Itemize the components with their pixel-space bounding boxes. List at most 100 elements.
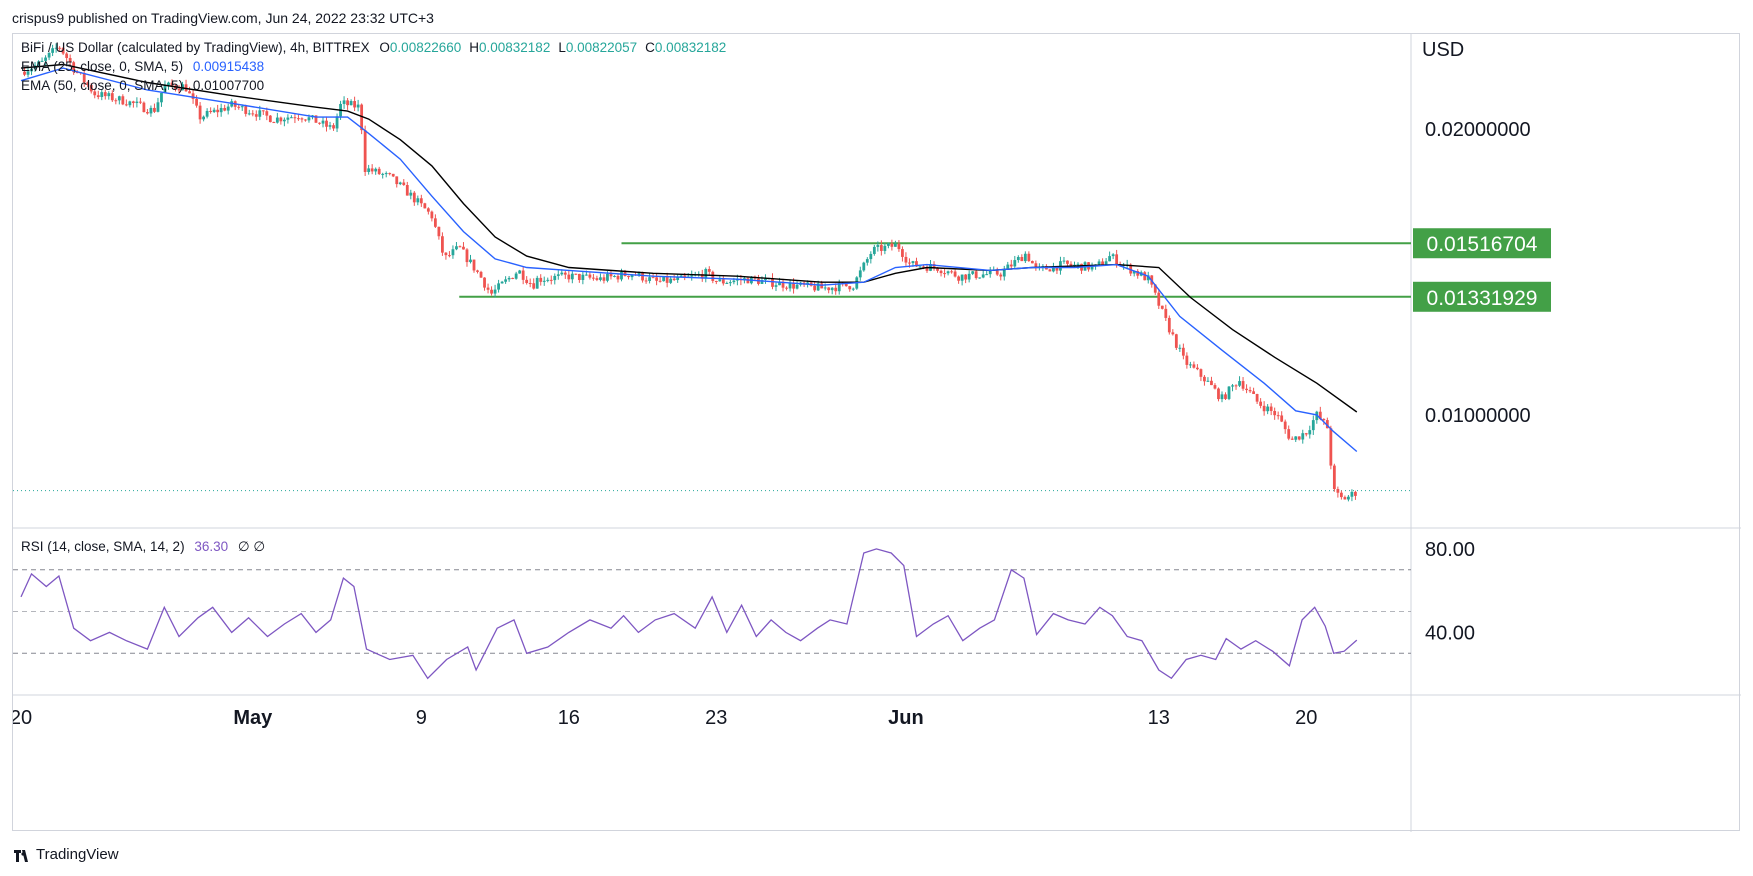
candle-body [1259, 401, 1263, 406]
candle [883, 243, 887, 255]
candle [967, 270, 971, 283]
candle [205, 108, 209, 119]
candle [1304, 432, 1308, 437]
ema50-legend[interactable]: EMA (50, close, 0, SMA, 5) 0.01007700 [21, 78, 264, 93]
candle [616, 274, 620, 283]
candle-body [728, 282, 732, 284]
candle [1167, 315, 1171, 335]
candle-body [915, 261, 918, 267]
candle-body [732, 280, 736, 283]
candle-body [837, 282, 841, 292]
candle [47, 52, 51, 61]
candle-body [167, 82, 170, 85]
candle [1280, 411, 1284, 423]
candle [462, 242, 465, 250]
candle [886, 242, 890, 249]
candle-body [300, 118, 304, 120]
candle-body [785, 287, 788, 289]
candle-body [1132, 271, 1136, 274]
candle-body [707, 269, 711, 272]
ohlc-h: H0.00832182 [469, 40, 551, 55]
candle-body [1332, 465, 1336, 490]
candle [458, 245, 462, 248]
candle [388, 172, 392, 176]
candle-body [332, 125, 335, 129]
candle-body [514, 273, 518, 279]
candle-body [999, 274, 1003, 277]
candle-body [486, 287, 490, 290]
candle [711, 270, 715, 284]
candle [1164, 304, 1168, 322]
candle [514, 271, 518, 280]
candle [100, 89, 104, 101]
candle [1297, 436, 1301, 441]
candle [370, 164, 374, 175]
candle [957, 275, 961, 284]
candle-body [1115, 254, 1119, 265]
candle [1329, 425, 1333, 470]
candle [131, 100, 135, 108]
candle-body [1234, 385, 1238, 387]
ema50-label: EMA (50, close, 0, SMA, 5) [21, 78, 184, 93]
candle-body [1311, 420, 1315, 431]
symbol-legend[interactable]: BiFi / US Dollar (calculated by TradingV… [21, 40, 726, 55]
candle [1255, 393, 1259, 405]
candle [405, 181, 409, 196]
candle [507, 276, 511, 282]
candle [981, 269, 985, 279]
rsi-extra: ∅ ∅ [237, 539, 266, 554]
candle [960, 274, 964, 286]
candle-body [26, 71, 30, 75]
candle-body [490, 289, 493, 294]
candle-body [1006, 264, 1010, 270]
candle [381, 172, 385, 179]
chart-canvas[interactable]: USD 0.02000000 0.01000000 0.01516704 0.01331… [13, 34, 1741, 832]
candle [1210, 376, 1213, 386]
candle-body [648, 277, 651, 281]
candle [1104, 258, 1108, 266]
candle [441, 232, 444, 256]
level-price-label: 0.01331929 [1427, 287, 1538, 310]
candle [275, 112, 279, 124]
candle [1048, 268, 1052, 272]
time-tick-label: 9 [416, 707, 427, 729]
candle [247, 109, 251, 116]
candle [1213, 383, 1217, 390]
candle [1136, 269, 1140, 279]
candle-body [528, 282, 532, 284]
candle [212, 107, 216, 114]
candle-body [746, 278, 750, 284]
candle [1027, 251, 1031, 262]
candle [223, 104, 227, 112]
candle [82, 69, 86, 87]
candle-body [644, 280, 648, 282]
published-info: crispus9 published on TradingView.com, J… [12, 10, 434, 26]
candle [226, 103, 230, 115]
ohlc-o: O0.00822660 [379, 40, 462, 55]
candle [286, 114, 290, 124]
candle-body [816, 283, 820, 291]
candle-body [131, 101, 135, 104]
candle-body [1308, 430, 1312, 435]
candle [110, 90, 114, 102]
candle [114, 98, 118, 105]
tradingview-footer[interactable]: TradingView [14, 846, 119, 863]
candle-body [268, 115, 272, 123]
candle-body [462, 246, 465, 250]
candle-body [690, 275, 694, 277]
ema25-legend[interactable]: EMA (25, close, 0, SMA, 5) 0.00915438 [21, 59, 264, 74]
candle [1016, 255, 1020, 263]
candle [672, 274, 676, 281]
candle [1111, 253, 1115, 260]
candle-body [1325, 420, 1329, 429]
candle-body [398, 182, 402, 185]
candle-body [1213, 385, 1217, 389]
candle [476, 269, 479, 274]
candle [1030, 260, 1034, 264]
candle [44, 55, 47, 66]
candle-body [409, 192, 413, 196]
rsi-legend[interactable]: RSI (14, close, SMA, 14, 2) 36.30 ∅ ∅ [21, 539, 265, 555]
candle [525, 276, 529, 285]
candle [964, 274, 968, 284]
candle-body [363, 130, 367, 172]
